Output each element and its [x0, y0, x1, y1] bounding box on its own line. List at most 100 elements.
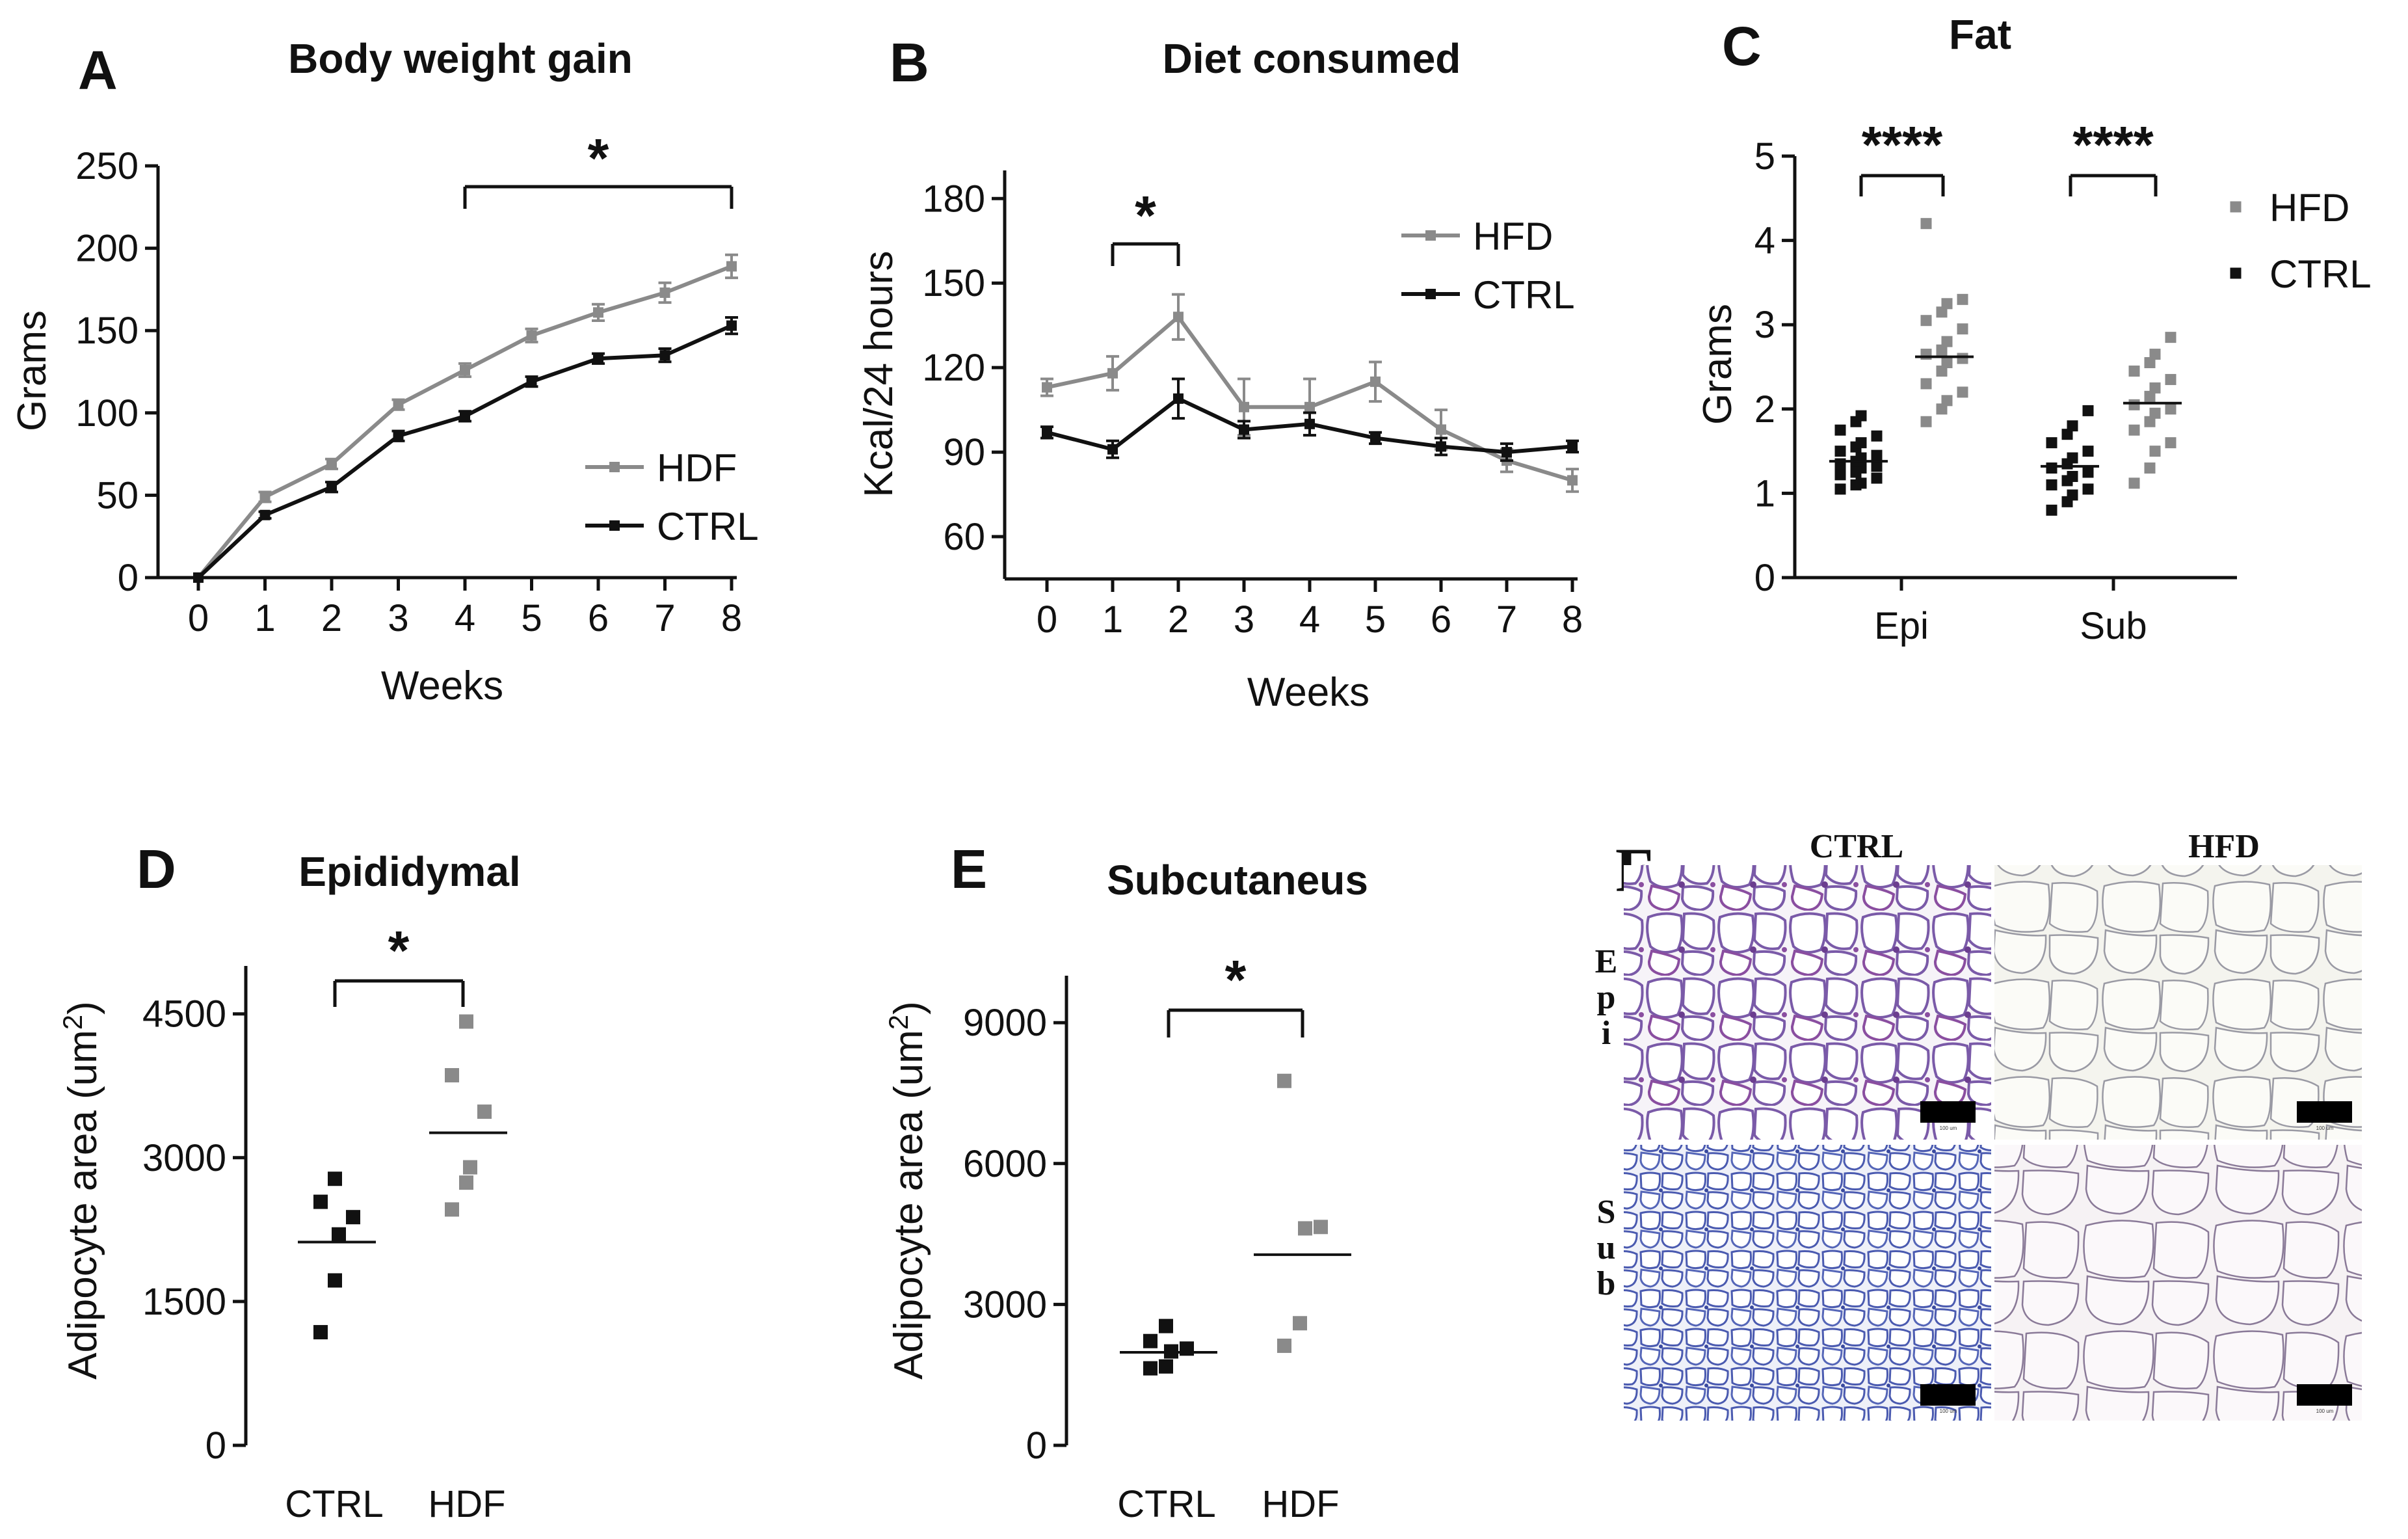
x-tick-label: 1	[1102, 598, 1123, 641]
data-point	[328, 1171, 342, 1186]
data-point	[1855, 477, 1867, 489]
chart-body-weight-gain: 0 50 100 150 200 250 0 1 2 3 4 5 6 7 8 HDF CTRL *	[75, 127, 758, 639]
scale-bar-ctrl-sub	[1920, 1384, 1976, 1406]
y-tick-label: 250	[75, 145, 139, 187]
data-point	[1936, 403, 1948, 415]
x-tick-label: 6	[1431, 598, 1451, 641]
ylabel-d-main: Adipocyte area (um	[60, 1030, 105, 1380]
y-tick-label: 50	[96, 474, 139, 516]
y-tick-label: 1	[1754, 472, 1775, 515]
histology-row-epi-2: p	[1597, 979, 1616, 1016]
data-point	[2067, 470, 2078, 482]
x-tick-label: 2	[321, 597, 342, 639]
x-tick-label: 6	[588, 597, 609, 639]
point-hdf	[326, 459, 337, 470]
x-category-label: HDF	[428, 1483, 505, 1525]
data-point	[2149, 407, 2161, 419]
significance-star: ****	[1862, 116, 1943, 174]
data-point	[2149, 446, 2161, 457]
data-point	[2067, 420, 2078, 432]
title-c: Fat	[1949, 11, 2011, 58]
histology-row-epi-3: i	[1602, 1015, 1611, 1052]
point-hdf	[259, 491, 271, 502]
y-tick-label: 0	[118, 557, 139, 599]
data-point	[1834, 458, 1846, 470]
y-tick-label: 1500	[142, 1281, 226, 1323]
y-tick-label: 150	[922, 262, 985, 304]
ylabel-b: Kcal/24 hours	[856, 250, 901, 497]
legend-marker	[1425, 289, 1436, 299]
point-ctrl	[726, 320, 737, 331]
point-hdf	[659, 287, 670, 298]
panel-label-d: D	[137, 838, 176, 900]
y-tick-label: 90	[943, 431, 985, 474]
x-category-label: CTRL	[1117, 1483, 1215, 1525]
ylabel-e-close: )	[886, 1001, 931, 1015]
data-point	[1871, 472, 1883, 484]
y-tick-label: 9000	[963, 1002, 1047, 1044]
data-point	[2144, 416, 2156, 427]
data-point	[313, 1194, 328, 1209]
histology-image-ctrl-sub	[1624, 1145, 1991, 1421]
point-hfd	[1173, 312, 1184, 323]
point-hdf	[726, 261, 737, 272]
data-point	[1159, 1318, 1173, 1333]
point-hfd	[1370, 376, 1381, 387]
data-point	[1936, 365, 1948, 377]
point-ctrl	[259, 509, 271, 520]
point-ctrl	[1042, 427, 1052, 438]
scale-text-ctrl-sub: 100 um	[1940, 1408, 1957, 1414]
xlabel-a: Weeks	[381, 663, 503, 708]
data-point	[2144, 357, 2156, 369]
scale-bar-hfd-sub	[2297, 1384, 2352, 1406]
data-point	[1159, 1359, 1173, 1374]
y-tick-label: 3000	[142, 1137, 226, 1179]
data-point	[1314, 1220, 1328, 1235]
data-point	[2128, 365, 2140, 377]
significance-star: ****	[2072, 116, 2154, 174]
x-tick-label: 8	[721, 597, 742, 639]
x-category-label: Sub	[2080, 605, 2147, 647]
data-point	[1834, 469, 1846, 481]
x-tick-label: 5	[521, 597, 542, 639]
data-point	[1855, 410, 1867, 422]
point-hfd	[1042, 382, 1052, 393]
data-point	[1920, 416, 1932, 427]
data-point	[2061, 429, 2073, 440]
x-tick-label: 0	[188, 597, 209, 639]
data-point	[459, 1175, 473, 1190]
data-point	[1957, 386, 1968, 398]
chart-epididymal: 0 1500 3000 4500 CTRL HDF *	[142, 920, 507, 1525]
y-tick-label: 0	[205, 1425, 226, 1467]
xlabel-b: Weeks	[1247, 670, 1369, 715]
data-point	[313, 1325, 328, 1340]
histology-image-hfd-sub	[1994, 1145, 2362, 1421]
x-category-label: HDF	[1262, 1483, 1339, 1525]
data-point	[1920, 378, 1932, 390]
data-point	[1298, 1221, 1312, 1236]
significance-star: *	[588, 127, 609, 189]
data-point	[2128, 424, 2140, 436]
histology-col-ctrl: CTRL	[1810, 828, 1903, 865]
histology-row-epi-1: E	[1595, 943, 1618, 980]
x-tick-label: 3	[388, 597, 408, 639]
data-point	[1834, 483, 1846, 495]
data-point	[2082, 466, 2094, 478]
y-tick-label: 2	[1754, 388, 1775, 431]
data-point	[1834, 446, 1846, 457]
point-ctrl	[659, 350, 670, 361]
data-point	[1941, 298, 1953, 310]
point-hdf	[393, 399, 404, 410]
panel-label-c: C	[1722, 16, 1762, 77]
ylabel-e: Adipocyte area (um2)	[883, 1001, 931, 1380]
data-point	[1871, 461, 1883, 472]
data-point	[1920, 315, 1932, 327]
x-tick-label: 0	[1037, 598, 1057, 641]
data-point	[1143, 1333, 1158, 1348]
legend-label-ctrl: CTRL	[1473, 273, 1575, 317]
data-point	[1920, 218, 1932, 230]
data-point	[1920, 349, 1932, 360]
legend-marker	[609, 462, 620, 472]
point-ctrl	[526, 376, 537, 387]
data-point	[332, 1227, 346, 1242]
